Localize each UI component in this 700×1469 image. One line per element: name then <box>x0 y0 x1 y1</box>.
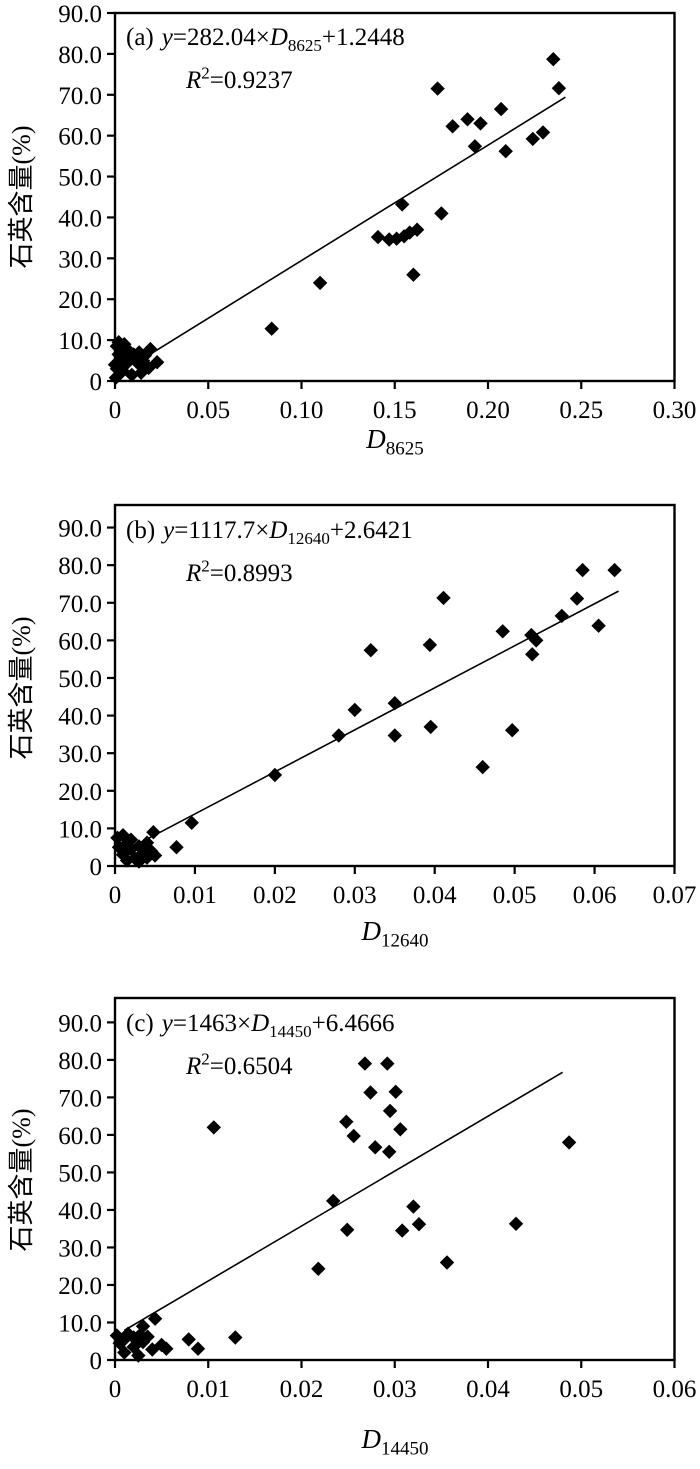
x-tick-label: 0.02 <box>253 882 297 909</box>
trendline <box>130 590 619 849</box>
r-squared-c: R2=0.6504 <box>186 1049 293 1080</box>
panel-label-b: (b) <box>126 517 156 544</box>
r-squared-b: R2=0.8993 <box>186 556 293 587</box>
y-tick-label: 30.0 <box>58 1235 102 1262</box>
y-tick-label: 10.0 <box>58 1310 102 1337</box>
x-axis-title-b: D12640 <box>361 916 429 952</box>
x-tick-label: 0.02 <box>280 1376 324 1403</box>
y-tick-label: 10.0 <box>58 816 102 843</box>
x-tick-label: 0 <box>109 882 122 909</box>
trendline <box>150 96 566 355</box>
scatter-plot-b: 90.0 80.0 70.0 60.0 50.0 40.0 30.0 20.0 10.0 00 0.… <box>58 503 697 909</box>
regression-equation-a: (a) y=282.04×D8625+1.2448 <box>126 24 405 55</box>
y-tick-label: 50.0 <box>58 1160 102 1187</box>
x-tick-label: 0.06 <box>573 882 617 909</box>
scatter-panel-c: 90.0 80.0 70.0 60.0 50.0 40.0 30.0 20.0 10.0 0 0 0.… <box>0 985 700 1469</box>
scatter-panel-a: 90.0 80.0 70.0 60.0 50.0 40.0 30.0 20.0 10.0 0 0 0.… <box>0 0 700 470</box>
r-squared-a: R2=0.9237 <box>186 63 293 94</box>
x-tick-label: 0.06 <box>653 1376 697 1403</box>
y-tick-label: 20.0 <box>58 1273 102 1300</box>
x-tick-label: 0.10 <box>280 397 324 424</box>
panel-label-a: (a) <box>126 24 154 51</box>
annotation-c: (c) y=1463×D14450+6.4666 R2=0.6504 <box>126 1002 394 1088</box>
x-tick-label: 0.05 <box>186 397 230 424</box>
y-tick-label: 60.0 <box>58 124 102 151</box>
y-tick-label: 40.0 <box>58 1198 102 1225</box>
annotation-a: (a) y=282.04×D8625+1.2448 R2=0.9237 <box>126 16 405 102</box>
y-tick-label: 70.0 <box>58 591 102 618</box>
y-tick-label: 70.0 <box>58 1085 102 1112</box>
scatter-plot-a: 90.0 80.0 70.0 60.0 50.0 40.0 30.0 20.0 10.0 00 0.… <box>58 1 697 424</box>
y-tick-label: 10.0 <box>58 328 102 355</box>
y-tick-label: 20.0 <box>58 287 102 314</box>
x-axis-title-a: D8625 <box>366 424 424 460</box>
y-tick-label: 0 <box>90 369 103 396</box>
x-tick-label: 0.01 <box>173 882 217 909</box>
data-points <box>109 1056 577 1363</box>
y-tick-label: 90.0 <box>58 516 102 543</box>
regression-equation-b: (b) y=1117.7×D12640+2.6421 <box>126 517 413 548</box>
x-tick-label: 0.25 <box>559 397 603 424</box>
y-tick-label: 40.0 <box>58 205 102 232</box>
annotation-b: (b) y=1117.7×D12640+2.6421 R2=0.8993 <box>126 509 413 595</box>
x-tick-label: 0.30 <box>653 397 697 424</box>
y-tick-label: 20.0 <box>58 779 102 806</box>
y-axis-title-c: 石英含量(%) <box>7 1108 36 1252</box>
x-tick-label: 0.07 <box>653 882 697 909</box>
x-axis-title-c: D14450 <box>361 1424 429 1460</box>
x-tick-label: 0 <box>109 397 122 424</box>
x-tick-label: 0.04 <box>466 1376 510 1403</box>
trendline <box>123 1071 564 1332</box>
scatter-panel-b: 90.0 80.0 70.0 60.0 50.0 40.0 30.0 20.0 10.0 0 0 0.… <box>0 495 700 965</box>
y-tick-label: 60.0 <box>58 1123 102 1150</box>
y-tick-label: 90.0 <box>58 1010 102 1037</box>
y-axis-title-b: 石英含量(%) <box>7 616 36 760</box>
y-tick-label: 80.0 <box>58 553 102 580</box>
x-tick-label: 0.05 <box>493 882 537 909</box>
x-tick-label: 0.03 <box>333 882 377 909</box>
x-tick-label: 0.05 <box>559 1376 603 1403</box>
y-tick-label: 60.0 <box>58 628 102 655</box>
x-tick-label: 0.15 <box>373 397 417 424</box>
y-tick-label: 0 <box>90 854 103 881</box>
x-tick-label: 0.20 <box>466 397 510 424</box>
y-tick-label: 70.0 <box>58 83 102 110</box>
x-tick-label: 0.03 <box>373 1376 417 1403</box>
y-tick-label: 0 <box>90 1348 103 1375</box>
y-axis-title-a: 石英含量(%) <box>7 125 36 269</box>
scatter-plot-c: 90.0 80.0 70.0 60.0 50.0 40.0 30.0 20.0 10.0 00 0.… <box>58 996 697 1403</box>
plot-frame <box>113 503 676 868</box>
data-points <box>107 51 567 385</box>
x-tick-label: 0.01 <box>186 1376 230 1403</box>
y-tick-label: 90.0 <box>58 1 102 28</box>
y-tick-label: 40.0 <box>58 704 102 731</box>
x-tick-label: 0 <box>109 1376 122 1403</box>
y-tick-label: 50.0 <box>58 165 102 192</box>
y-tick-label: 80.0 <box>58 1048 102 1075</box>
data-points <box>110 562 622 869</box>
y-tick-label: 30.0 <box>58 246 102 273</box>
y-tick-label: 30.0 <box>58 741 102 768</box>
y-tick-label: 50.0 <box>58 666 102 693</box>
x-tick-label: 0.04 <box>413 882 457 909</box>
regression-equation-c: (c) y=1463×D14450+6.4666 <box>126 1010 395 1041</box>
panel-label-c: (c) <box>126 1010 154 1037</box>
y-tick-label: 80.0 <box>58 42 102 69</box>
